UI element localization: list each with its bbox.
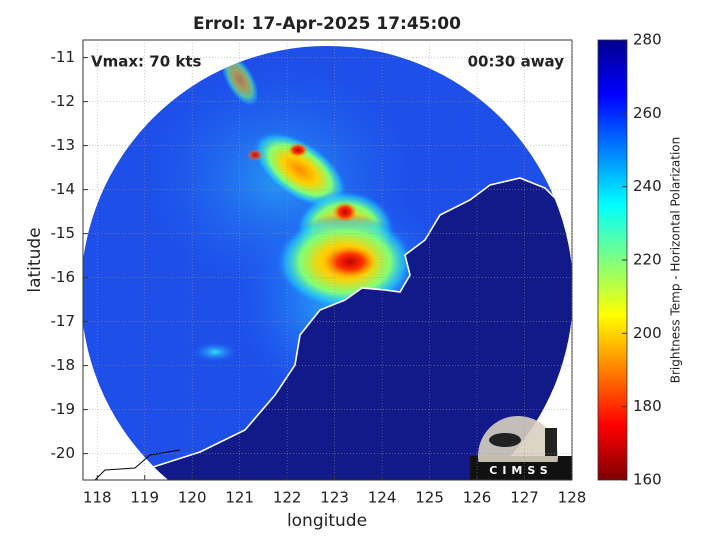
colorbar-tick-label: 280	[633, 31, 662, 49]
colorbar-tick-label: 240	[633, 177, 662, 195]
colorbar-tick-label: 220	[633, 251, 662, 269]
x-tick-label: 125	[415, 489, 444, 507]
x-tick-label: 122	[273, 489, 302, 507]
x-tick-label: 123	[320, 489, 349, 507]
y-tick-label: -11	[51, 48, 76, 66]
x-tick-label: 124	[368, 489, 397, 507]
x-tick-label: 119	[130, 489, 159, 507]
y-tick-label: -12	[51, 92, 76, 110]
x-tick-label: 118	[83, 489, 112, 507]
y-tick-label: -16	[51, 268, 76, 286]
annotation: Vmax: 70 kts	[91, 53, 201, 71]
y-tick-label: -15	[51, 224, 76, 242]
colorbar-label: Brightness Temp - Horizontal Polarizatio…	[669, 137, 683, 384]
y-tick-label: -20	[51, 444, 76, 462]
y-tick-label: -19	[51, 400, 76, 418]
colorbar-tick-label: 260	[633, 104, 662, 122]
annotation: 00:30 away	[468, 53, 565, 71]
chart-title: Errol: 17-Apr-2025 17:45:00	[193, 14, 461, 34]
y-tick-label: -18	[51, 356, 76, 374]
y-tick-label: -17	[51, 312, 76, 330]
x-tick-label: 120	[178, 489, 207, 507]
colorbar-tick-label: 200	[633, 324, 662, 342]
logo: CIMSS	[470, 416, 572, 480]
x-tick-label: 127	[510, 489, 539, 507]
logo-text: CIMSS	[489, 464, 552, 477]
colorbar-tick-label: 180	[633, 397, 662, 415]
colorbar-tick-label: 160	[633, 471, 662, 489]
y-axis-label: latitude	[25, 227, 45, 292]
x-tick-label: 121	[225, 489, 254, 507]
x-tick-label: 128	[558, 489, 587, 507]
y-tick-label: -14	[51, 180, 76, 198]
swath-image: CIMSS	[83, 46, 572, 480]
y-tick-label: -13	[51, 136, 76, 154]
x-axis-label: longitude	[287, 511, 367, 531]
x-tick-label: 126	[463, 489, 492, 507]
